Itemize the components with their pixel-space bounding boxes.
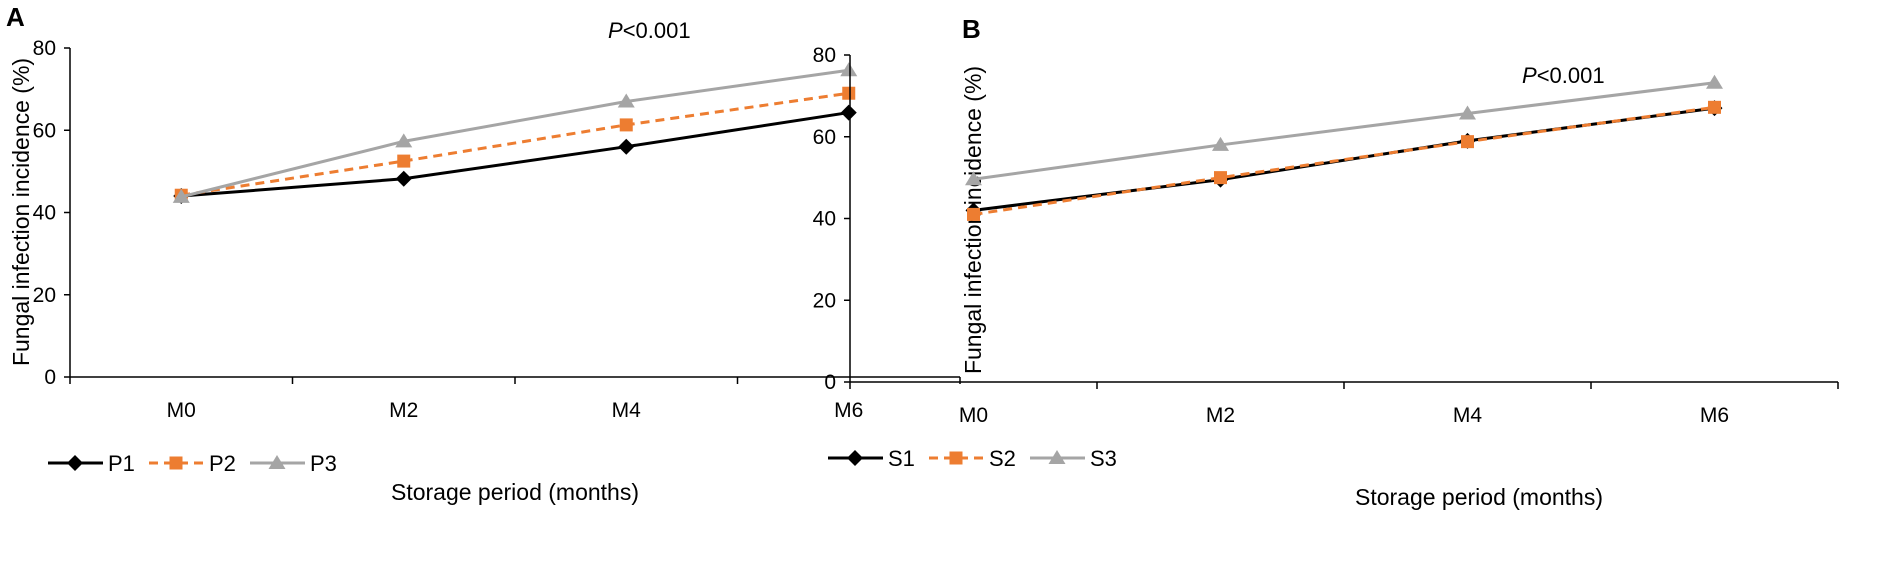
p-value-annotation-a: P<0.001 [608, 18, 691, 43]
data-point-p3-m2 [395, 133, 413, 148]
y-tick-label: 0 [824, 371, 836, 394]
y-tick-label: 40 [33, 202, 56, 225]
series-lines-a [172, 62, 858, 205]
data-point-s2-m6 [1708, 100, 1721, 114]
y-tick-label: 60 [33, 119, 56, 142]
data-point-p1-m6 [840, 104, 857, 121]
data-point-p2-m2 [397, 154, 411, 168]
legend-marker-p2 [169, 456, 183, 470]
data-point-p3-m4 [617, 93, 635, 108]
data-point-s2-m4 [1461, 135, 1474, 149]
legend-marker-s3 [1048, 450, 1066, 464]
data-point-p3-m6 [840, 62, 858, 77]
legend-b: S1 S2 S3 [828, 446, 1117, 471]
data-point-s2-m0 [967, 207, 980, 221]
y-tick-label: 60 [813, 126, 836, 149]
legend-marker-s1 [847, 450, 863, 466]
data-point-p1-m2 [395, 170, 412, 187]
panel-label-a: A [6, 2, 25, 32]
p-value-annotation-b: P<0.001 [1522, 63, 1605, 88]
y-tick-label: 0 [44, 366, 56, 389]
legend-marker-s2 [949, 451, 963, 465]
series-line-p2 [181, 91, 849, 197]
legend-label-s1: S1 [888, 446, 915, 471]
p-value-rest-b: <0.001 [1537, 63, 1605, 88]
y-tick-label: 80 [33, 37, 56, 60]
legend-label-s2: S2 [989, 446, 1016, 471]
data-point-s3-m4 [1459, 105, 1476, 120]
series-line-s3 [973, 81, 1715, 181]
data-point-s3-m0 [965, 171, 982, 186]
legend-marker-p1 [67, 455, 83, 471]
y-tick-label: 80 [813, 44, 836, 67]
panel-label-b: B [962, 14, 981, 44]
x-tick-label-m6: M6 [1700, 404, 1729, 427]
data-point-p3-m0 [172, 188, 190, 203]
y-tick-label: 20 [813, 289, 836, 312]
legend-a: P1 P2 P3 [48, 451, 337, 476]
data-point-s2-m2 [1214, 171, 1227, 185]
x-tick-label-m0: M0 [167, 399, 196, 422]
p-value-italic-a: P [608, 18, 623, 43]
y-tick-label: 20 [33, 284, 56, 307]
p-value-italic-b: P [1522, 63, 1537, 88]
x-tick-label-m4: M4 [1453, 404, 1482, 427]
series-line-p1 [181, 111, 849, 198]
x-tick-label-m6: M6 [834, 399, 863, 422]
x-tick-label-m4: M4 [612, 399, 641, 422]
p-value-rest-a: <0.001 [623, 18, 691, 43]
x-axis-title-a: Storage period (months) [391, 479, 639, 505]
data-point-p2-m4 [619, 118, 633, 132]
y-axis-title-a: Fungal infection incidence (%) [8, 58, 34, 366]
data-point-s3-m6 [1706, 74, 1723, 89]
chart-panel-b: B P<0.001 Fungal infection incidence (%)… [813, 14, 1839, 510]
x-tick-label-m2: M2 [1206, 404, 1235, 427]
axes-a: 0 20 40 60 80 M0 M2 M4 M6 [33, 37, 961, 422]
x-axis-title-b: Storage period (months) [1355, 484, 1603, 510]
data-point-p1-m4 [618, 138, 635, 155]
legend-label-p1: P1 [108, 451, 135, 476]
legend-label-s3: S3 [1090, 446, 1117, 471]
y-tick-label: 40 [813, 208, 836, 231]
data-point-p2-m6 [842, 86, 856, 100]
legend-marker-p3 [268, 455, 286, 469]
chart-panel-a: A P<0.001 Fungal infection incidence (%)… [6, 2, 961, 505]
data-point-s3-m2 [1212, 136, 1229, 151]
series-line-s2 [973, 105, 1715, 216]
series-line-p3 [180, 68, 849, 199]
x-tick-label-m2: M2 [389, 399, 418, 422]
legend-label-p3: P3 [310, 451, 337, 476]
series-lines-b [965, 74, 1723, 221]
axes-b: 0 20 40 60 80 M0 M2 M4 M6 [813, 44, 1839, 427]
legend-label-p2: P2 [209, 451, 236, 476]
x-tick-label-m0: M0 [959, 404, 988, 427]
